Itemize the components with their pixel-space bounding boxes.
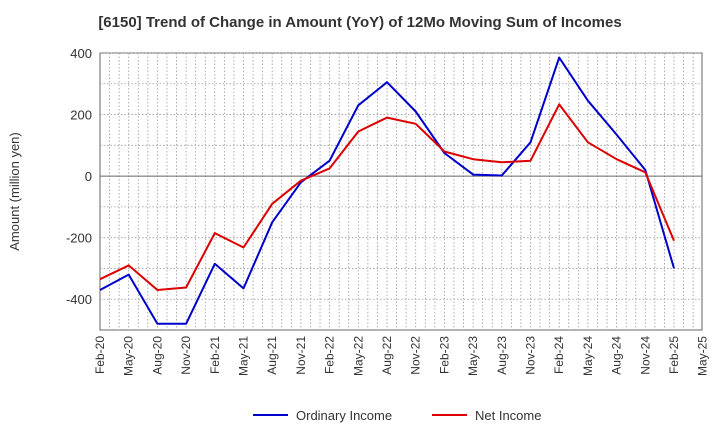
x-tick-label: Aug-22 <box>380 336 394 375</box>
series-line-net-income <box>99 103 675 291</box>
legend-label: Ordinary Income <box>296 408 392 423</box>
x-tick-label: Aug-20 <box>150 336 164 375</box>
legend-label: Net Income <box>475 408 541 423</box>
y-axis-label: Amount (million yen) <box>7 132 22 251</box>
y-tick-label: 200 <box>70 108 92 123</box>
x-tick-label: May-25 <box>696 336 710 376</box>
x-tick-label: Feb-22 <box>323 336 337 374</box>
x-tick-label: May-24 <box>581 336 595 376</box>
x-tick-label: Feb-20 <box>93 336 107 374</box>
x-tick-label: May-22 <box>351 336 365 376</box>
series-line-ordinary-income <box>99 56 675 325</box>
x-tick-label: Aug-24 <box>610 336 624 375</box>
x-tick-label: Nov-24 <box>638 336 652 375</box>
x-tick-label: May-23 <box>466 336 480 376</box>
y-tick-label: 400 <box>70 46 92 61</box>
x-tick-label: Feb-25 <box>667 336 681 374</box>
y-tick-label: 0 <box>85 169 92 184</box>
y-tick-label: -200 <box>66 231 92 246</box>
x-tick-label: Aug-21 <box>265 336 279 375</box>
plot-area <box>99 52 703 331</box>
x-tick-label: Feb-21 <box>208 336 222 374</box>
x-tick-label: Aug-23 <box>495 336 509 375</box>
x-tick-label: Nov-21 <box>294 336 308 375</box>
x-tick-label: Nov-20 <box>179 336 193 375</box>
chart-title: [6150] Trend of Change in Amount (YoY) o… <box>98 14 622 31</box>
x-tick-label: Nov-22 <box>409 336 423 375</box>
x-tick-label: Nov-23 <box>524 336 538 375</box>
y-tick-label: -400 <box>66 292 92 307</box>
x-tick-label: May-20 <box>122 336 136 376</box>
x-tick-label: May-21 <box>237 336 251 376</box>
x-tick-label: Feb-24 <box>552 336 566 374</box>
x-tick-label: Feb-23 <box>437 336 451 374</box>
